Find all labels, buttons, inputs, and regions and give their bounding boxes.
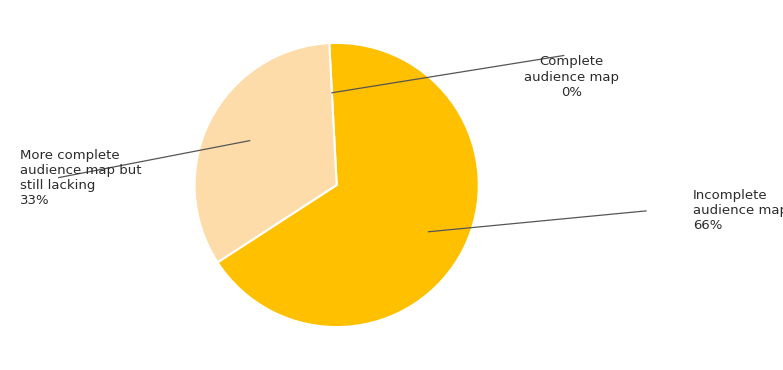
- Wedge shape: [330, 43, 337, 185]
- Text: Incomplete
audience map
66%: Incomplete audience map 66%: [693, 189, 783, 232]
- Text: Complete
audience map
0%: Complete audience map 0%: [524, 56, 619, 98]
- Wedge shape: [218, 43, 478, 327]
- Wedge shape: [195, 43, 337, 262]
- Text: More complete
audience map but
still lacking
33%: More complete audience map but still lac…: [20, 149, 141, 206]
